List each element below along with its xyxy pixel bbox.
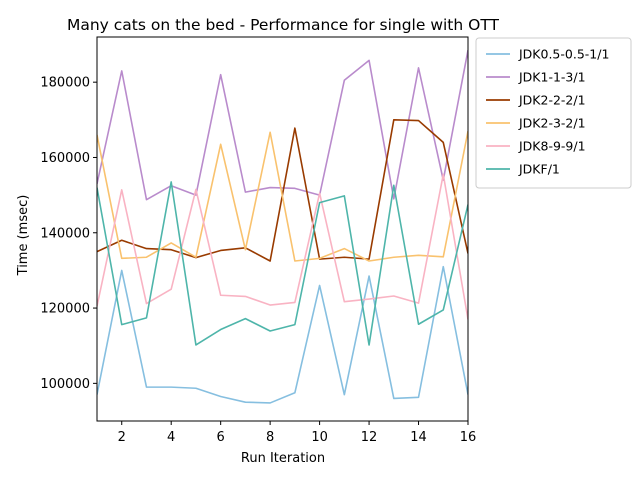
x-tick-label: 2: [118, 430, 126, 445]
y-tick-label: 100000: [40, 377, 90, 392]
x-tick-label: 12: [361, 430, 378, 445]
legend: JDK0.5-0.5-1/1 JDK1-1-3/1 JDK2-2-2/1 JDK2-3…: [475, 37, 632, 189]
x-tick-label: 16: [460, 430, 477, 445]
series-line-6: [97, 181, 468, 346]
legend-label: JDK1-1-3/1: [518, 70, 586, 85]
y-tick-label: 120000: [40, 302, 90, 317]
series-lines: [97, 50, 468, 404]
y-axis-ticks: 100000 120000 140000 160000 180000: [40, 76, 97, 392]
x-tick-label: 6: [217, 430, 225, 445]
legend-frame: [475, 37, 632, 189]
x-axis-label: Run Iteration: [241, 451, 325, 466]
y-tick-label: 180000: [40, 76, 90, 91]
series-line-3: [97, 119, 468, 262]
legend-label: JDK8-9-9/1: [518, 139, 586, 154]
legend-label: JDKF/1: [518, 162, 560, 177]
series-line-1: [97, 265, 468, 404]
series-line-2: [97, 50, 468, 201]
legend-label: JDK0.5-0.5-1/1: [518, 47, 609, 62]
legend-label: JDK2-3-2/1: [518, 116, 586, 131]
x-tick-label: 8: [266, 430, 274, 445]
chart-title: Many cats on the bed - Performance for s…: [67, 16, 500, 34]
x-tick-label: 10: [311, 430, 328, 445]
x-tick-label: 4: [167, 430, 175, 445]
x-tick-label: 14: [410, 430, 427, 445]
y-tick-label: 160000: [40, 151, 90, 166]
x-axis-ticks: 2 4 6 8 10 12 14 16: [118, 421, 477, 445]
series-line-5: [97, 173, 468, 320]
y-tick-label: 140000: [40, 226, 90, 241]
legend-label: JDK2-2-2/1: [518, 93, 586, 108]
plot-frame: [96, 36, 469, 422]
y-axis-label: Time (msec): [16, 195, 31, 277]
